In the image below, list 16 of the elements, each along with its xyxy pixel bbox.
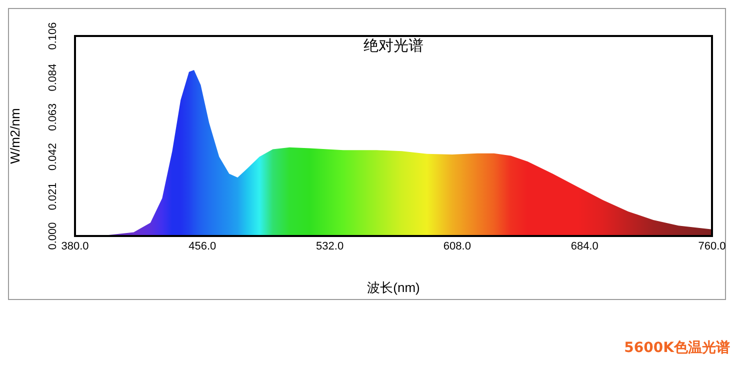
- y-tick-label: 0.084: [47, 64, 60, 92]
- y-tick-label: 0.063: [47, 103, 60, 131]
- chart-title: 绝对光谱: [364, 36, 424, 54]
- y-axis-title: W/m2/nm: [7, 108, 22, 164]
- x-axis-title: 波长(nm): [367, 280, 420, 295]
- x-tick-label: 684.0: [570, 240, 598, 253]
- y-tick-label: 0.042: [47, 142, 60, 171]
- y-tick-label: 0.021: [47, 182, 60, 210]
- x-tick-label: 380.0: [61, 240, 89, 253]
- x-tick-label: 456.0: [188, 240, 216, 253]
- y-tick-label: 0.000: [47, 222, 60, 250]
- x-tick-label: 608.0: [443, 240, 471, 253]
- x-tick-label: 532.0: [316, 240, 344, 253]
- x-tick-label: 760.0: [698, 240, 726, 253]
- y-tick-label: 0.106: [47, 22, 60, 50]
- text: 5600K色温光谱: [624, 339, 730, 357]
